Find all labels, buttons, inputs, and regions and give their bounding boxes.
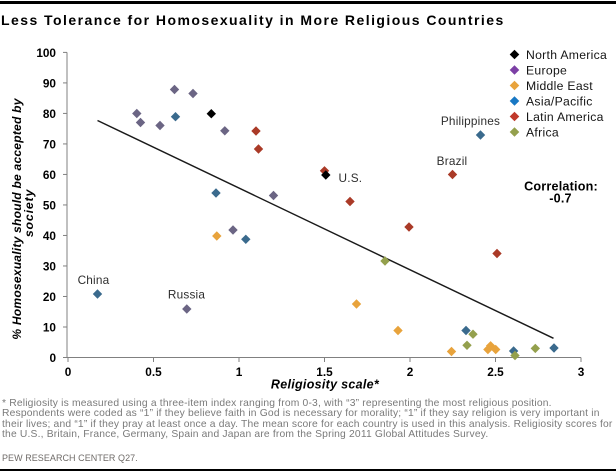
svg-text:100: 100 <box>36 46 56 60</box>
svg-text:society: society <box>22 189 36 238</box>
svg-text:U.S.: U.S. <box>339 171 363 185</box>
svg-text:2: 2 <box>407 365 414 379</box>
svg-text:90: 90 <box>43 77 57 91</box>
svg-text:Latin America: Latin America <box>526 110 604 124</box>
svg-text:Europe: Europe <box>526 64 567 78</box>
svg-text:Philippines: Philippines <box>441 114 500 128</box>
svg-text:80: 80 <box>43 107 57 121</box>
svg-text:60: 60 <box>43 168 57 182</box>
svg-text:50: 50 <box>43 199 57 213</box>
svg-text:Asia/Pacific: Asia/Pacific <box>526 95 593 109</box>
svg-text:70: 70 <box>43 138 57 152</box>
svg-text:30: 30 <box>43 260 57 274</box>
svg-text:40: 40 <box>43 229 57 243</box>
svg-text:20: 20 <box>43 290 57 304</box>
svg-text:0: 0 <box>65 365 72 379</box>
svg-text:Religiosity scale*: Religiosity scale* <box>271 378 380 392</box>
svg-text:0.5: 0.5 <box>145 365 162 379</box>
svg-text:0: 0 <box>49 351 56 365</box>
svg-text:2.5: 2.5 <box>487 365 504 379</box>
svg-text:1.5: 1.5 <box>316 365 333 379</box>
svg-text:China: China <box>78 273 110 287</box>
svg-text:Russia: Russia <box>168 288 205 302</box>
svg-text:Africa: Africa <box>526 126 559 140</box>
svg-text:10: 10 <box>43 321 57 335</box>
svg-text:-0.7: -0.7 <box>549 192 572 206</box>
svg-text:1: 1 <box>236 365 243 379</box>
svg-text:North America: North America <box>526 48 607 62</box>
svg-text:Middle East: Middle East <box>526 79 593 93</box>
svg-text:Brazil: Brazil <box>437 154 468 168</box>
svg-text:Correlation:: Correlation: <box>524 180 598 194</box>
svg-text:% Homosexuality should be acce: % Homosexuality should be accepted by <box>10 97 24 339</box>
svg-text:3: 3 <box>578 365 585 379</box>
